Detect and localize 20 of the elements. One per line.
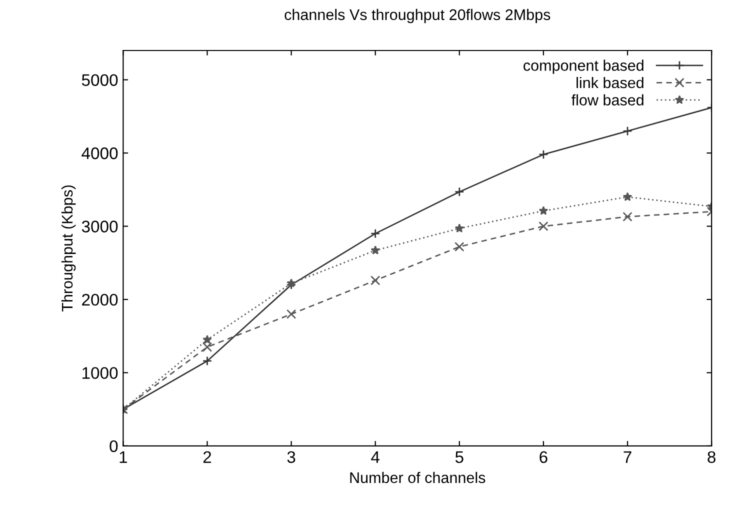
x-tick-label: 8 bbox=[708, 451, 716, 464]
x-tick-label: 5 bbox=[455, 451, 464, 464]
x-tick-label: 4 bbox=[371, 451, 380, 463]
y-tick-label: 3000 bbox=[82, 220, 118, 232]
y-tick-label: 0 bbox=[110, 440, 118, 452]
x-tick-label: 3 bbox=[287, 451, 296, 464]
y-tick-label: 4000 bbox=[82, 147, 118, 160]
x-tick-label: 1 bbox=[120, 451, 127, 463]
legend-label: link based bbox=[576, 76, 644, 88]
y-axis-title: Throughput (Kbps) bbox=[61, 185, 76, 312]
legend-label: flow based bbox=[572, 94, 644, 106]
x-tick-label: 2 bbox=[203, 451, 212, 463]
y-tick-label: 1000 bbox=[82, 367, 118, 379]
y-tick-label: 5000 bbox=[82, 74, 118, 86]
y-tick-label: 2000 bbox=[82, 294, 118, 306]
x-axis-title: Number of channels bbox=[350, 472, 486, 484]
x-tick-label: 6 bbox=[540, 451, 548, 464]
legend-label: component based bbox=[524, 60, 644, 74]
x-tick-label: 7 bbox=[624, 451, 632, 463]
chart-title: channels Vs throughput 20flows 2Mbps bbox=[284, 8, 550, 24]
